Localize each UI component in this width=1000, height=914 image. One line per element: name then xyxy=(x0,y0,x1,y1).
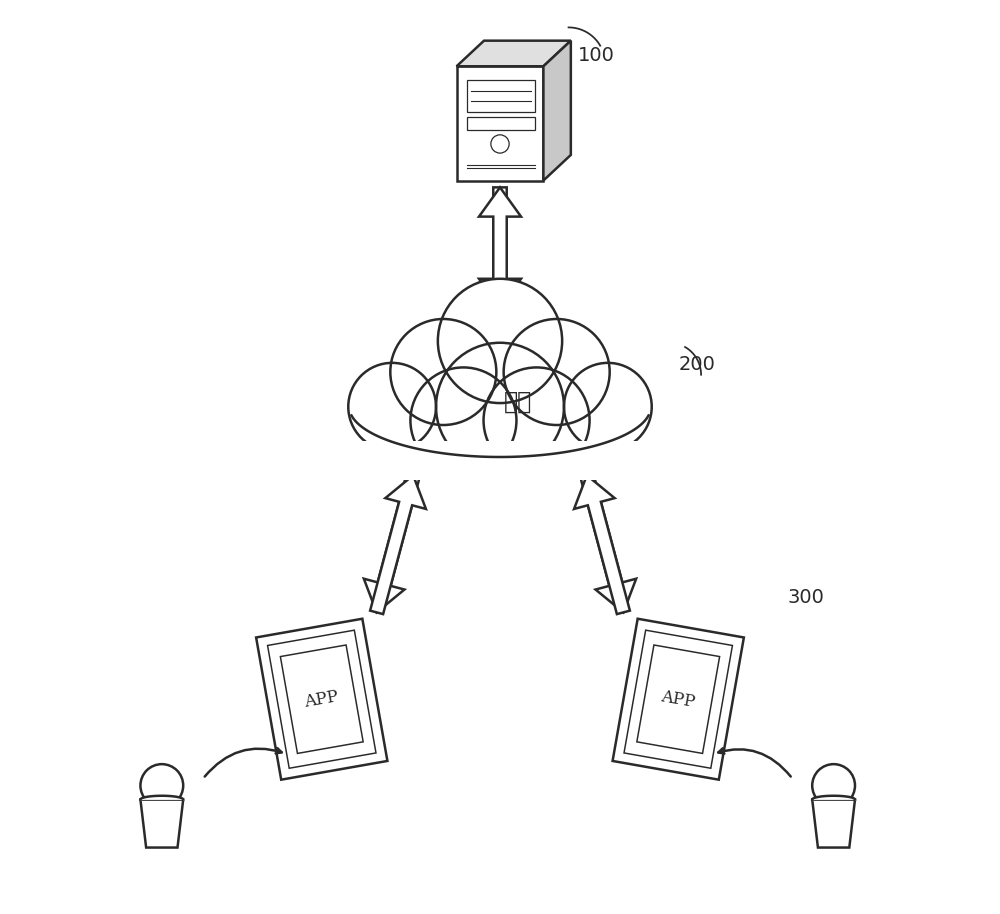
Polygon shape xyxy=(256,619,387,780)
Polygon shape xyxy=(479,187,521,308)
Polygon shape xyxy=(370,475,426,614)
Polygon shape xyxy=(364,473,420,612)
Polygon shape xyxy=(613,619,744,780)
Polygon shape xyxy=(457,40,571,67)
Text: APP: APP xyxy=(303,688,340,710)
Polygon shape xyxy=(543,40,571,181)
Text: 100: 100 xyxy=(578,47,615,65)
Polygon shape xyxy=(467,80,535,112)
Circle shape xyxy=(140,764,183,807)
Text: 300: 300 xyxy=(788,589,825,607)
Polygon shape xyxy=(280,645,363,753)
Polygon shape xyxy=(457,67,543,181)
Polygon shape xyxy=(812,800,855,847)
Circle shape xyxy=(436,343,564,471)
Polygon shape xyxy=(580,473,636,612)
Polygon shape xyxy=(268,630,376,769)
Polygon shape xyxy=(467,117,535,131)
Polygon shape xyxy=(479,187,521,308)
Text: 网络: 网络 xyxy=(504,390,532,414)
Circle shape xyxy=(564,363,652,451)
Circle shape xyxy=(390,319,496,425)
Polygon shape xyxy=(326,441,674,480)
Text: APP: APP xyxy=(660,688,697,710)
Circle shape xyxy=(410,367,516,473)
Polygon shape xyxy=(140,800,183,847)
Circle shape xyxy=(504,319,610,425)
Polygon shape xyxy=(574,475,630,614)
Polygon shape xyxy=(624,630,732,769)
Circle shape xyxy=(491,134,509,153)
Circle shape xyxy=(438,279,562,403)
Circle shape xyxy=(348,363,436,451)
Circle shape xyxy=(484,367,590,473)
Text: 200: 200 xyxy=(678,356,715,374)
Circle shape xyxy=(812,764,855,807)
Polygon shape xyxy=(637,645,720,753)
